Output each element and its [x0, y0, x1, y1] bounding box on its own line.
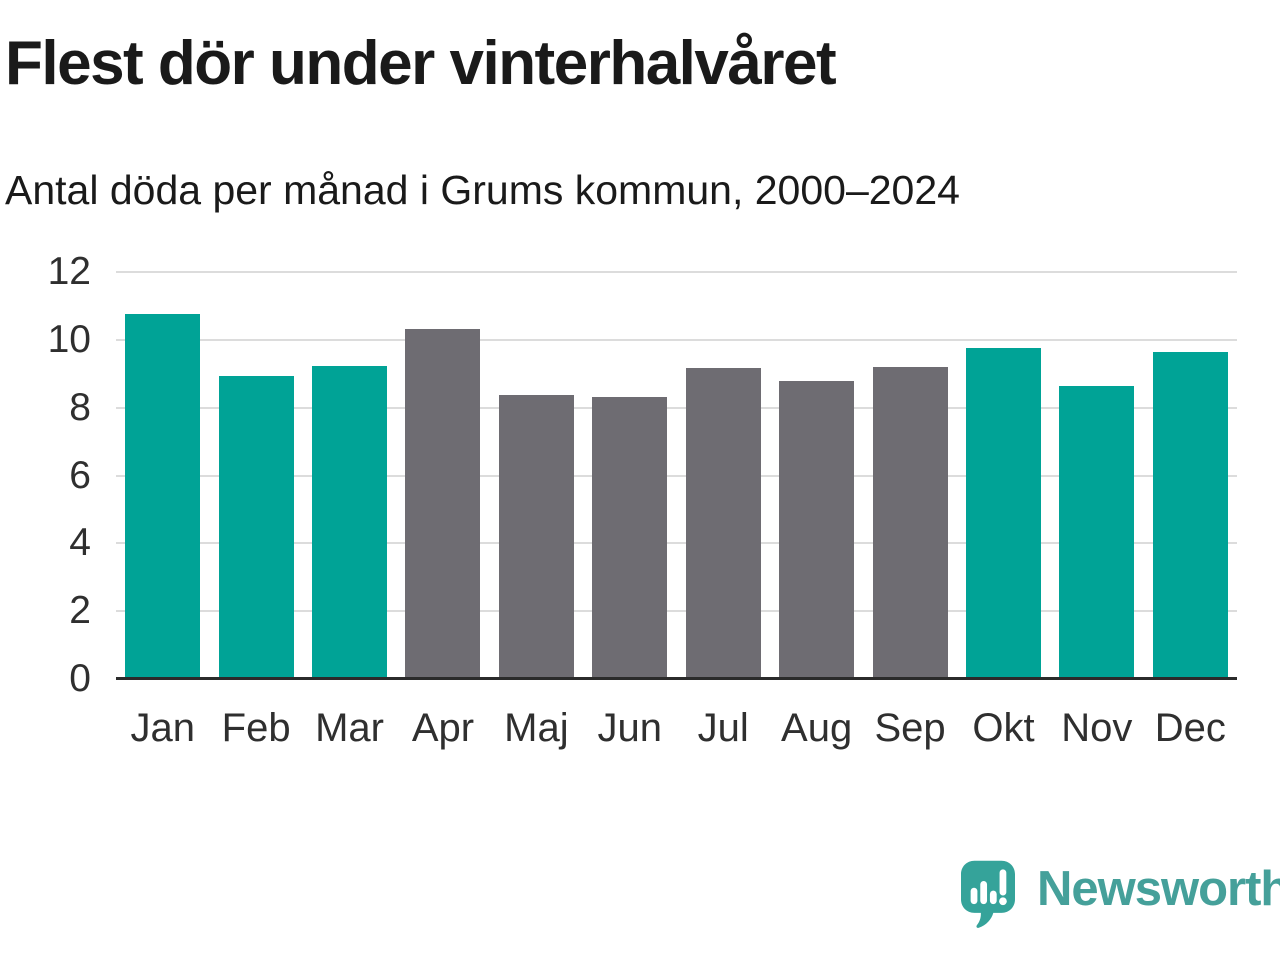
- bar-okt: [965, 347, 1041, 679]
- x-axis-label-okt: Okt: [972, 706, 1035, 750]
- bar-jun: [592, 396, 668, 679]
- chart-subtitle: Antal döda per månad i Grums kommun, 200…: [5, 167, 960, 213]
- gridline-y8: [116, 406, 1237, 409]
- gridline-y4: [116, 542, 1237, 545]
- y-axis-tick-label: 8: [69, 385, 91, 429]
- bar-feb: [218, 376, 294, 679]
- bar-mar: [312, 365, 388, 679]
- bar-dec: [1152, 352, 1228, 679]
- gridline-y2: [116, 610, 1237, 613]
- x-axis-label-dec: Dec: [1154, 706, 1226, 750]
- y-axis-tick-label: 10: [47, 317, 91, 361]
- bar-jul: [685, 368, 761, 679]
- bar-maj: [498, 395, 574, 679]
- bar-aug: [779, 380, 855, 679]
- x-axis-label-maj: Maj: [504, 706, 569, 750]
- bar-apr: [405, 328, 481, 679]
- chart-title: Flest dör under vinterhalvåret: [5, 29, 837, 98]
- y-axis-tick-label: 2: [69, 589, 91, 633]
- x-axis-label-apr: Apr: [411, 706, 475, 750]
- x-axis-line: [116, 677, 1237, 680]
- newsworthy-brand-text: Newsworthy: [1037, 862, 1280, 916]
- gridline-y10: [116, 338, 1237, 341]
- newsworthy-logo-icon: [961, 860, 1015, 928]
- bar-sep: [872, 366, 948, 679]
- y-axis-tick-label: 0: [69, 657, 91, 700]
- y-axis-tick-label: 6: [69, 453, 91, 497]
- gridline-y6: [116, 474, 1237, 477]
- x-axis-label-jun: Jun: [597, 706, 663, 750]
- y-axis-tick-label: 4: [69, 521, 91, 565]
- x-axis-label-aug: Aug: [781, 706, 853, 750]
- bar-jan: [125, 314, 201, 679]
- x-axis-label-jul: Jul: [697, 706, 749, 750]
- x-axis-label-nov: Nov: [1061, 706, 1133, 750]
- x-axis-label-mar: Mar: [315, 706, 384, 750]
- x-axis-label-jan: Jan: [130, 706, 195, 750]
- x-axis-label-feb: Feb: [221, 706, 291, 750]
- newsworthy-logo: Newsworthy: [961, 860, 1280, 929]
- bar-nov: [1059, 385, 1135, 679]
- y-axis-tick-label: 12: [47, 250, 91, 293]
- gridline-y12: [116, 271, 1237, 273]
- x-axis-label-sep: Sep: [874, 706, 946, 750]
